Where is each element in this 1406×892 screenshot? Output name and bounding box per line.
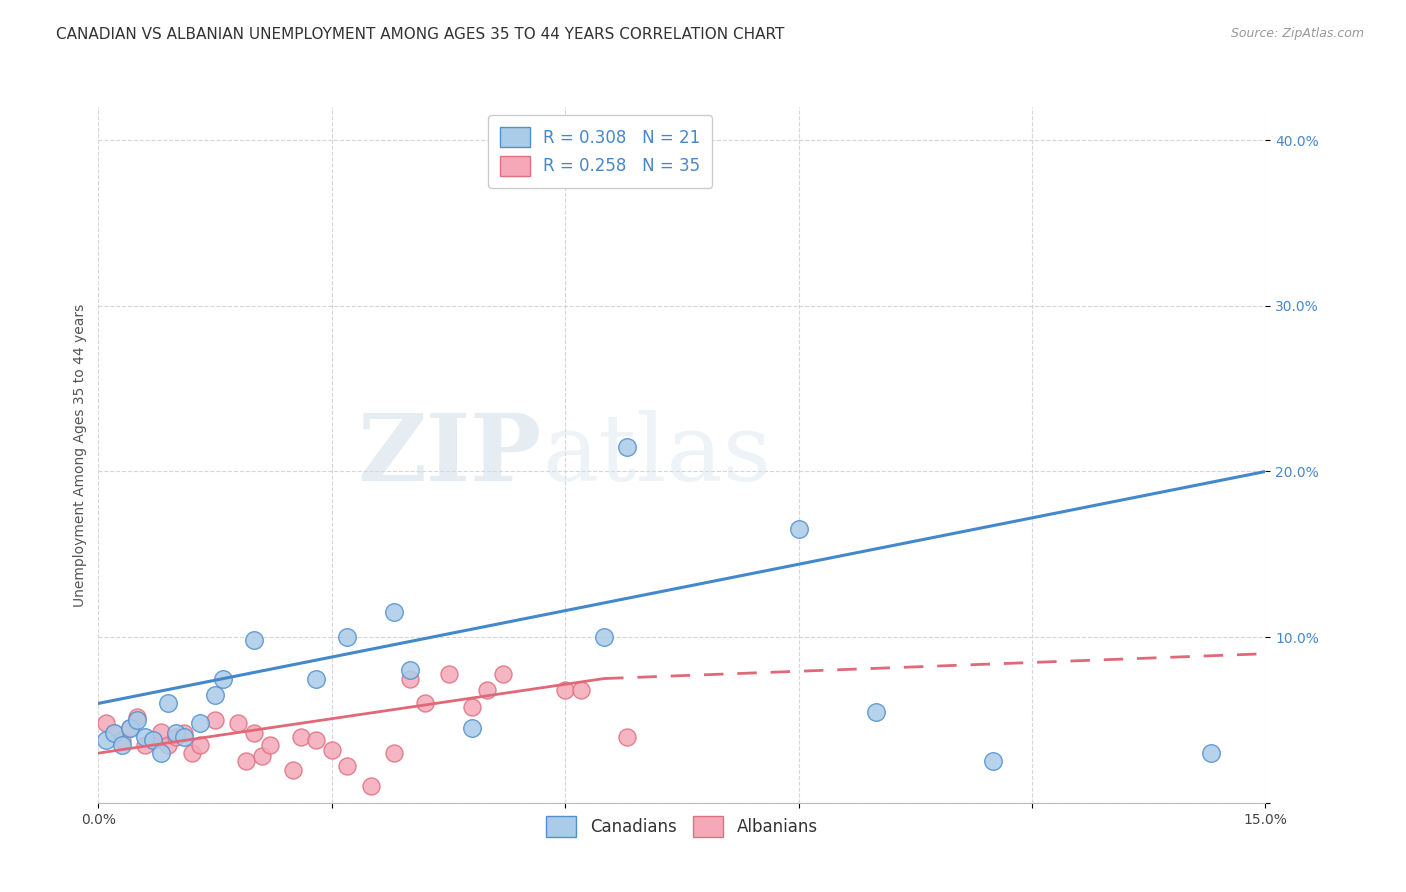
Point [290, 730, 312, 744]
Point [382, 746, 405, 760]
Point [188, 738, 211, 752]
Point [360, 779, 382, 793]
Point [865, 705, 887, 719]
Point [336, 759, 359, 773]
Point [259, 738, 281, 752]
Point [127, 713, 149, 727]
Point [165, 726, 187, 740]
Point [382, 605, 405, 619]
Point [127, 709, 149, 723]
Point [437, 666, 460, 681]
Point [103, 726, 125, 740]
Point [593, 630, 616, 644]
Point [111, 732, 134, 747]
Text: ZIP: ZIP [357, 410, 541, 500]
Point [118, 721, 141, 735]
Point [96, 716, 118, 731]
Point [118, 721, 141, 735]
Point [157, 697, 180, 711]
Point [250, 749, 273, 764]
Point [212, 672, 235, 686]
Point [204, 688, 226, 702]
Point [149, 724, 172, 739]
Point [243, 726, 266, 740]
Point [165, 730, 187, 744]
Point [281, 763, 304, 777]
Text: CANADIAN VS ALBANIAN UNEMPLOYMENT AMONG AGES 35 TO 44 YEARS CORRELATION CHART: CANADIAN VS ALBANIAN UNEMPLOYMENT AMONG … [56, 27, 785, 42]
Point [103, 726, 125, 740]
Point [554, 683, 576, 698]
Point [413, 697, 436, 711]
Point [616, 730, 638, 744]
Point [157, 738, 180, 752]
Point [173, 726, 195, 740]
Point [228, 716, 250, 731]
Point [477, 683, 499, 698]
Point [111, 738, 134, 752]
Text: Source: ZipAtlas.com: Source: ZipAtlas.com [1230, 27, 1364, 40]
Point [149, 746, 172, 760]
Text: atlas: atlas [541, 410, 770, 500]
Point [96, 732, 118, 747]
Point [616, 440, 638, 454]
Point [321, 743, 343, 757]
Point [336, 630, 359, 644]
Point [461, 721, 484, 735]
Point [188, 716, 211, 731]
Legend: Canadians, Albanians: Canadians, Albanians [540, 810, 824, 843]
Point [142, 732, 165, 747]
Point [305, 732, 328, 747]
Point [134, 730, 156, 744]
Point [398, 672, 420, 686]
Point [461, 699, 484, 714]
Point [492, 666, 515, 681]
Point [305, 672, 328, 686]
Point [235, 755, 257, 769]
Point [1199, 746, 1222, 760]
Point [243, 633, 266, 648]
Point [787, 523, 810, 537]
Point [142, 732, 165, 747]
Point [134, 738, 156, 752]
Point [173, 730, 195, 744]
Point [981, 755, 1004, 769]
Point [180, 746, 202, 760]
Point [398, 663, 420, 677]
Point [204, 713, 226, 727]
Y-axis label: Unemployment Among Ages 35 to 44 years: Unemployment Among Ages 35 to 44 years [73, 303, 87, 607]
Point [569, 683, 592, 698]
